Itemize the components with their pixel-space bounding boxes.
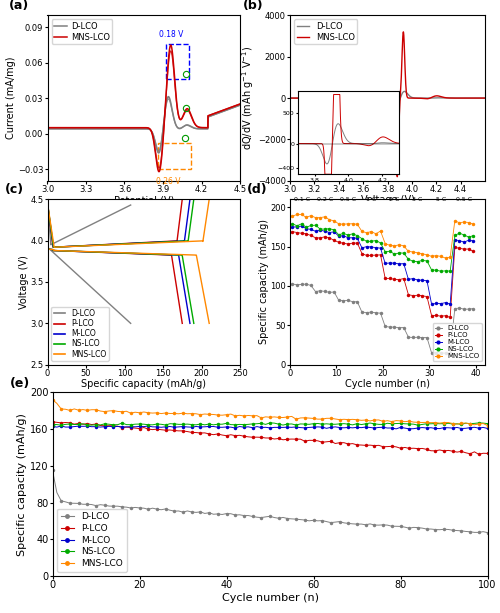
MNS-LCO bbox=[458, 94, 464, 102]
MNS-LCO bbox=[138, 124, 144, 131]
Text: (d): (d) bbox=[247, 183, 268, 196]
MNS-LCO bbox=[232, 102, 237, 110]
D-LCO bbox=[370, 94, 376, 102]
MNS-LCO bbox=[370, 94, 376, 102]
D-LCO bbox=[196, 125, 202, 132]
MNS-LCO bbox=[44, 124, 51, 131]
Y-axis label: Current (mA/mg): Current (mA/mg) bbox=[6, 57, 16, 139]
MNS-LCO bbox=[362, 94, 368, 102]
D-LCO bbox=[232, 104, 237, 111]
Legend: D-LCO, P-LCO, M-LCO, NS-LCO, MNS-LCO: D-LCO, P-LCO, M-LCO, NS-LCO, MNS-LCO bbox=[52, 306, 108, 361]
D-LCO bbox=[156, 150, 162, 157]
Text: 5 C: 5 C bbox=[436, 197, 446, 202]
Text: 0.2 C: 0.2 C bbox=[316, 197, 333, 202]
MNS-LCO bbox=[133, 124, 139, 131]
Text: (b): (b) bbox=[243, 0, 264, 12]
Line: D-LCO: D-LCO bbox=[48, 97, 240, 153]
D-LCO bbox=[458, 94, 464, 102]
Line: MNS-LCO: MNS-LCO bbox=[290, 32, 485, 177]
Text: 2 C: 2 C bbox=[390, 197, 400, 202]
MNS-LCO bbox=[196, 124, 202, 131]
D-LCO bbox=[166, 93, 172, 101]
Line: D-LCO: D-LCO bbox=[290, 91, 485, 105]
Legend: D-LCO, P-LCO, M-LCO, NS-LCO, MNS-LCO: D-LCO, P-LCO, M-LCO, NS-LCO, MNS-LCO bbox=[57, 509, 127, 572]
Y-axis label: Specific capacity (mAh/g): Specific capacity (mAh/g) bbox=[258, 219, 268, 345]
D-LCO bbox=[309, 94, 315, 102]
Text: (e): (e) bbox=[10, 377, 30, 390]
Text: 0.5 C: 0.5 C bbox=[456, 197, 472, 202]
D-LCO bbox=[54, 125, 60, 132]
MNS-LCO bbox=[168, 42, 174, 49]
Text: 0.5 C: 0.5 C bbox=[340, 197, 356, 202]
Line: MNS-LCO: MNS-LCO bbox=[48, 45, 240, 172]
Text: (a): (a) bbox=[9, 0, 29, 12]
MNS-LCO bbox=[321, 95, 327, 102]
D-LCO bbox=[138, 125, 144, 132]
X-axis label: Cycle number (n): Cycle number (n) bbox=[222, 593, 318, 603]
MNS-LCO bbox=[309, 94, 315, 102]
MNS-LCO bbox=[156, 168, 162, 175]
Bar bbox=[158, 143, 191, 169]
D-LCO bbox=[402, 88, 407, 95]
D-LCO bbox=[362, 94, 368, 102]
D-LCO bbox=[287, 94, 293, 102]
Text: 0.1 C: 0.1 C bbox=[294, 197, 310, 202]
X-axis label: Specific capacity (mAh/g): Specific capacity (mAh/g) bbox=[81, 379, 206, 389]
Text: 0.18 V: 0.18 V bbox=[159, 30, 184, 39]
Legend: D-LCO, MNS-LCO: D-LCO, MNS-LCO bbox=[294, 20, 358, 44]
D-LCO bbox=[478, 94, 484, 102]
Text: 0.26 V: 0.26 V bbox=[156, 177, 180, 186]
D-LCO bbox=[482, 94, 488, 102]
Y-axis label: dQ/dV (mAh g$^{-1}$ V$^{-1}$): dQ/dV (mAh g$^{-1}$ V$^{-1}$) bbox=[240, 46, 256, 150]
MNS-LCO bbox=[394, 173, 400, 180]
MNS-LCO bbox=[232, 102, 237, 110]
D-LCO bbox=[232, 104, 237, 111]
Legend: D-LCO, P-LCO, M-LCO, NS-LCO, MNS-LCO: D-LCO, P-LCO, M-LCO, NS-LCO, MNS-LCO bbox=[432, 323, 482, 361]
Legend: D-LCO, MNS-LCO: D-LCO, MNS-LCO bbox=[52, 20, 112, 44]
D-LCO bbox=[133, 125, 139, 132]
D-LCO bbox=[237, 102, 243, 109]
X-axis label: Voltage (V): Voltage (V) bbox=[360, 196, 414, 205]
MNS-LCO bbox=[287, 94, 293, 102]
Bar bbox=[166, 44, 188, 79]
MNS-LCO bbox=[478, 94, 484, 102]
MNS-LCO bbox=[400, 28, 406, 36]
MNS-LCO bbox=[54, 124, 60, 131]
X-axis label: Cycle number (n): Cycle number (n) bbox=[345, 379, 430, 389]
D-LCO bbox=[44, 125, 51, 132]
Text: 3 C: 3 C bbox=[412, 197, 423, 202]
Text: (c): (c) bbox=[5, 183, 24, 196]
D-LCO bbox=[321, 94, 327, 102]
Y-axis label: Specific capacity (mAh/g): Specific capacity (mAh/g) bbox=[17, 413, 27, 556]
X-axis label: Potential (V): Potential (V) bbox=[114, 196, 174, 205]
MNS-LCO bbox=[482, 94, 488, 102]
Text: 1 C: 1 C bbox=[366, 197, 376, 202]
MNS-LCO bbox=[237, 101, 243, 108]
Y-axis label: Voltage (V): Voltage (V) bbox=[18, 255, 28, 309]
D-LCO bbox=[394, 101, 400, 109]
